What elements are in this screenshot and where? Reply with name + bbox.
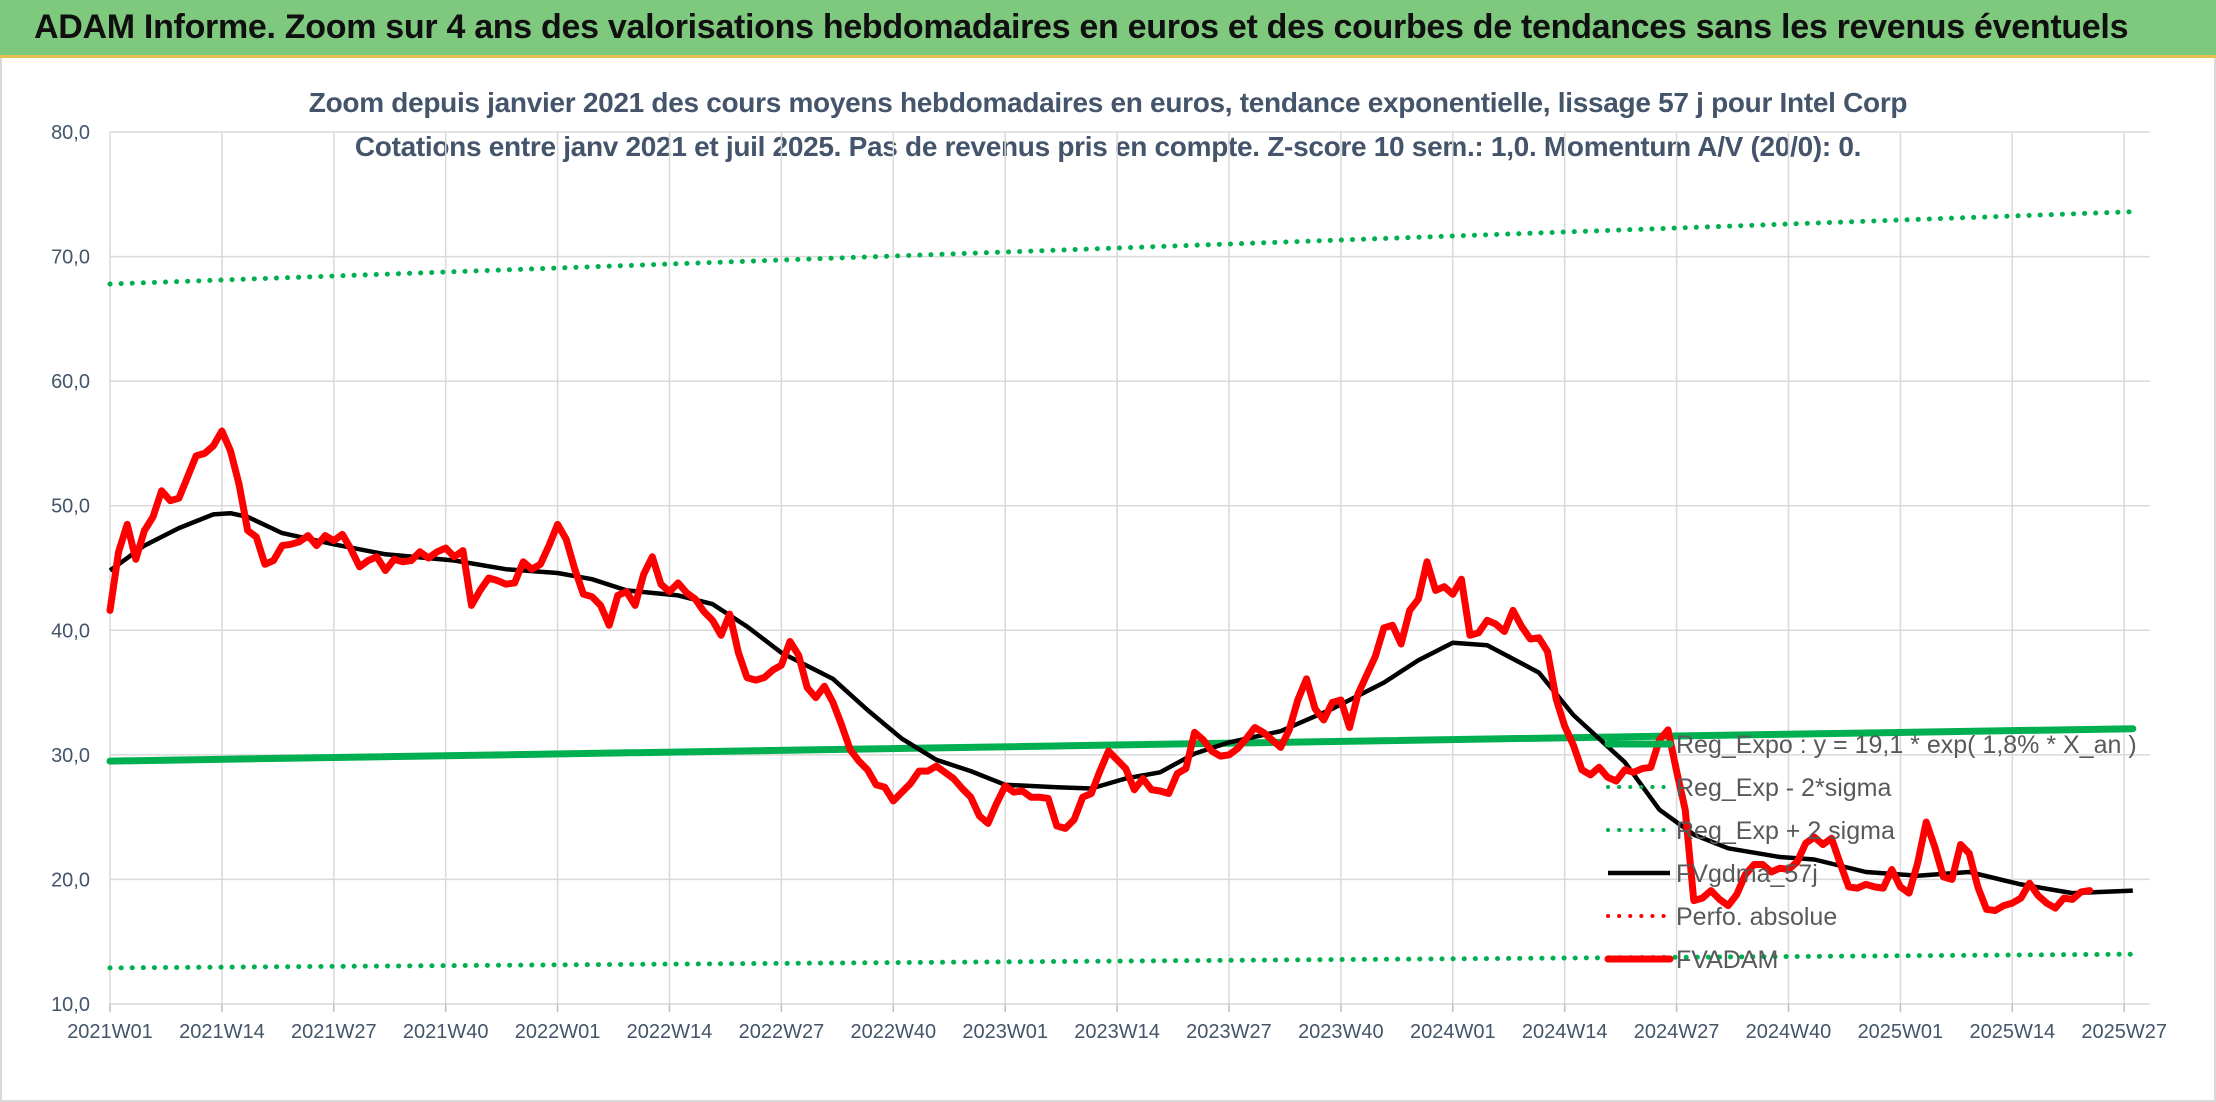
y-tick-label: 30,0 [51, 745, 90, 767]
x-tick-label: 2024W27 [1634, 1021, 1720, 1043]
series-line-0 [106, 725, 2137, 765]
y-tick-label: 10,0 [51, 994, 90, 1016]
legend-label: FVADAM [1676, 946, 1778, 974]
x-tick-label: 2022W01 [515, 1021, 601, 1043]
series-line-1 [107, 951, 2136, 971]
series-line-5 [106, 427, 2094, 915]
x-tick-label: 2023W40 [1298, 1021, 1384, 1043]
y-tick-label: 60,0 [51, 371, 90, 393]
x-tick-label: 2021W40 [403, 1021, 489, 1043]
x-tick-label: 2021W27 [291, 1021, 377, 1043]
y-tick-label: 40,0 [51, 620, 90, 642]
legend-label: Perfo. absolue [1676, 903, 1837, 931]
series-line-2 [107, 209, 2136, 287]
x-tick-label: 2024W01 [1410, 1021, 1496, 1043]
x-tick-label: 2024W40 [1746, 1021, 1832, 1043]
legend-label: FVgdma_57j [1676, 860, 1818, 888]
legend-label: Reg_Exp + 2 sigma [1676, 817, 1895, 845]
x-tick-label: 2022W40 [850, 1021, 936, 1043]
legend-label: Reg_Expo : y = 19,1 * exp( 1,8% * X_an ) [1676, 731, 2137, 759]
series-line-3 [108, 510, 2133, 896]
x-tick-label: 2021W01 [67, 1021, 153, 1043]
legend-label: Reg_Exp - 2*sigma [1676, 774, 1891, 802]
x-tick-label: 2022W27 [739, 1021, 825, 1043]
report-banner: ADAM Informe. Zoom sur 4 ans des valoris… [0, 0, 2216, 58]
y-tick-label: 70,0 [51, 247, 90, 269]
x-tick-label: 2024W14 [1522, 1021, 1608, 1043]
chart-area: Zoom depuis janvier 2021 des cours moyen… [0, 58, 2216, 1102]
y-tick-label: 80,0 [51, 122, 90, 144]
y-tick-label: 50,0 [51, 496, 90, 518]
x-tick-label: 2025W01 [1858, 1021, 1944, 1043]
x-tick-label: 2023W14 [1074, 1021, 1160, 1043]
x-tick-label: 2021W14 [179, 1021, 265, 1043]
chart-subtitle: Cotations entre janv 2021 et juil 2025. … [354, 131, 1862, 162]
line-chart: 10,0 20,0 30,0 40,0 50,0 60,0 70,0 80,0 2021W01 2… [51, 122, 2167, 1043]
chart-title: Zoom depuis janvier 2021 des cours moyen… [308, 87, 1908, 118]
y-tick-label: 20,0 [51, 869, 90, 891]
x-tick-label: 2022W14 [627, 1021, 713, 1043]
x-tick-label: 2025W14 [1969, 1021, 2055, 1043]
x-tick-label: 2023W01 [962, 1021, 1048, 1043]
x-tick-label: 2025W27 [2081, 1021, 2167, 1043]
report-title: ADAM Informe. Zoom sur 4 ans des valoris… [34, 8, 2129, 46]
x-tick-label: 2023W27 [1186, 1021, 1272, 1043]
